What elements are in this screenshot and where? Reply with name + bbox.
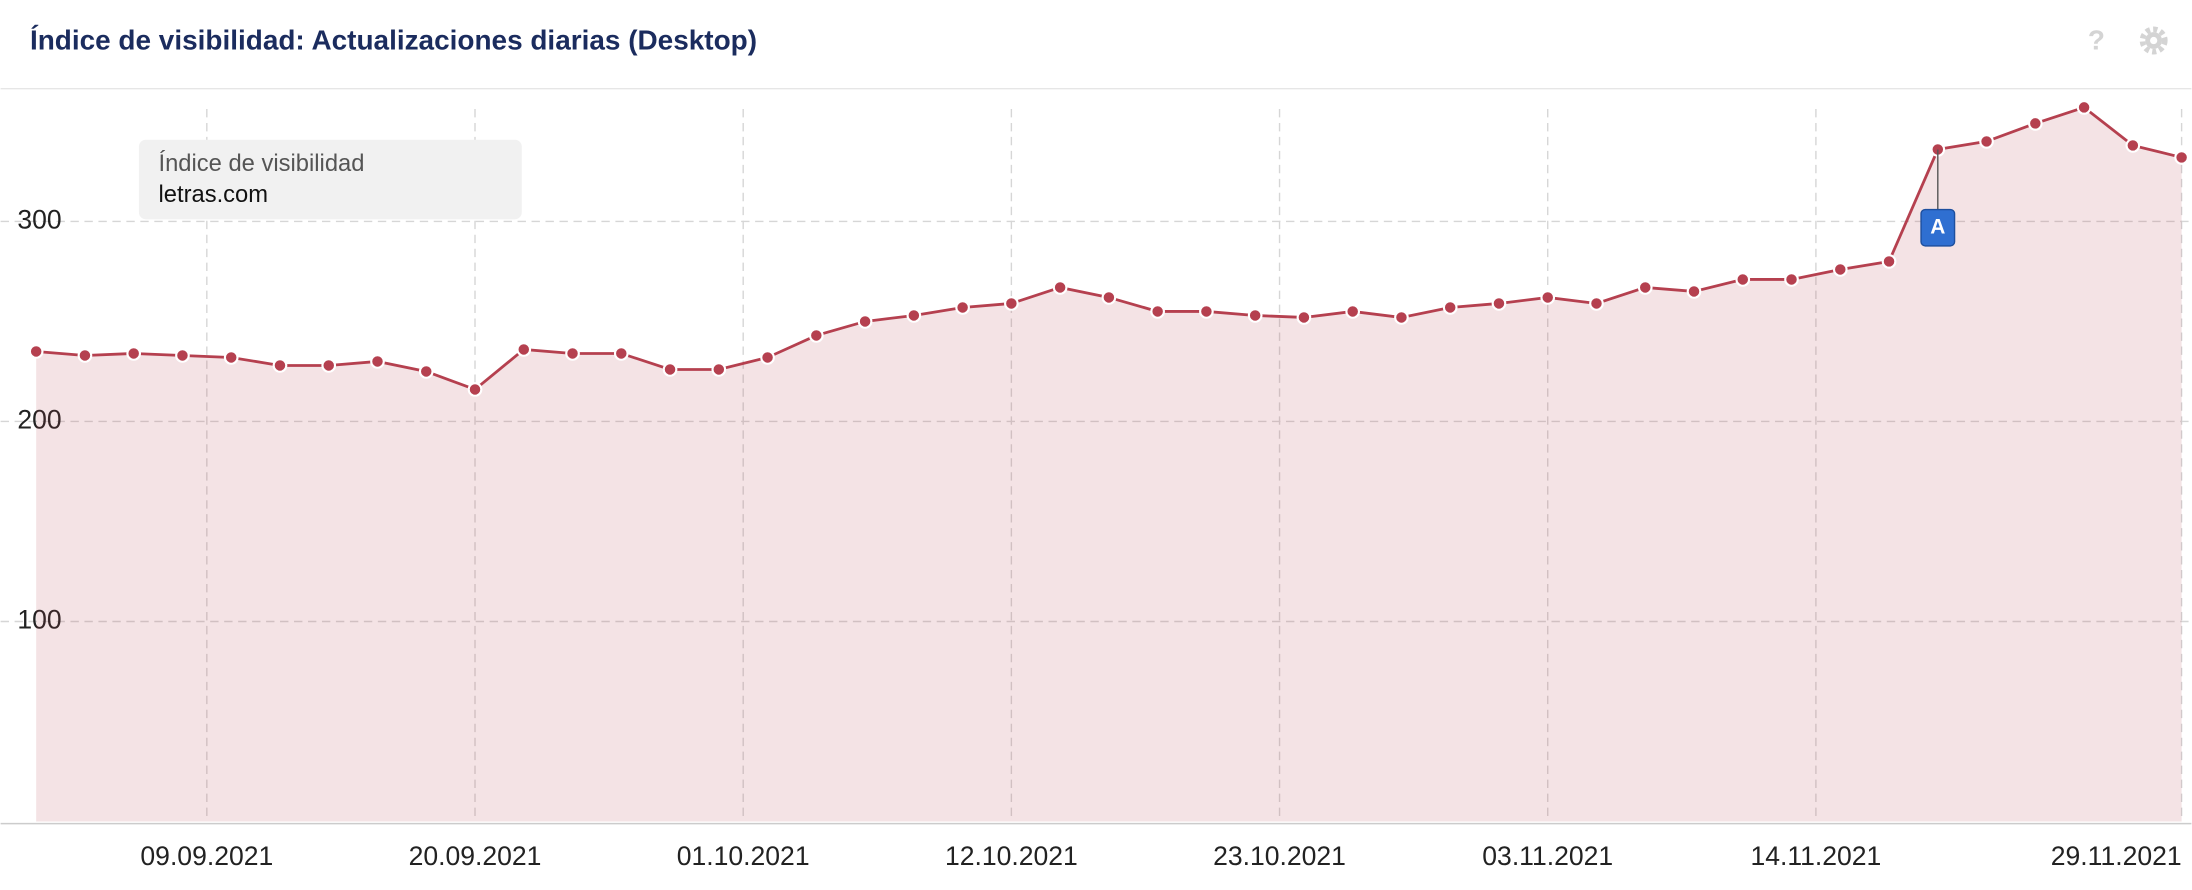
x-tick-label: 29.11.2021 bbox=[2051, 841, 2182, 871]
point bbox=[1296, 310, 1312, 325]
point bbox=[711, 362, 727, 377]
point bbox=[662, 362, 678, 377]
point bbox=[1784, 272, 1799, 287]
point bbox=[2076, 100, 2092, 115]
x-tick-label: 01.10.2021 bbox=[677, 841, 810, 871]
point bbox=[1150, 304, 1165, 319]
point bbox=[808, 328, 824, 343]
legend-box bbox=[138, 139, 522, 220]
legend-entry: letras.com bbox=[158, 181, 268, 208]
point bbox=[223, 350, 239, 365]
point bbox=[955, 300, 970, 315]
point bbox=[1394, 310, 1409, 325]
point bbox=[1199, 304, 1214, 319]
point bbox=[1345, 304, 1361, 319]
x-tick-label: 23.10.2021 bbox=[1213, 841, 1346, 871]
point bbox=[418, 364, 434, 379]
point bbox=[1004, 296, 1019, 311]
legend-title: Índice de visibilidad bbox=[158, 150, 364, 177]
x-tick-label: 20.09.2021 bbox=[409, 841, 542, 871]
point bbox=[321, 358, 337, 373]
y-tick-label: 200 bbox=[17, 404, 61, 434]
point bbox=[760, 350, 775, 365]
point bbox=[1540, 290, 1556, 305]
point bbox=[1735, 272, 1751, 287]
point bbox=[857, 314, 873, 329]
annotation-label: A bbox=[1930, 215, 1945, 238]
y-tick-label: 300 bbox=[17, 204, 61, 234]
point bbox=[370, 354, 385, 369]
point bbox=[2027, 116, 2043, 131]
point bbox=[1052, 280, 1068, 295]
point bbox=[272, 358, 288, 373]
point bbox=[1686, 284, 1702, 299]
point bbox=[1637, 280, 1653, 295]
point bbox=[1247, 308, 1263, 323]
x-tick-label: 14.11.2021 bbox=[1750, 841, 1881, 871]
point bbox=[1589, 296, 1604, 311]
point bbox=[2174, 150, 2189, 165]
chart-title: Índice de visibilidad: Actualizaciones d… bbox=[30, 24, 757, 55]
point bbox=[1881, 254, 1897, 269]
point bbox=[1832, 262, 1848, 277]
point bbox=[565, 346, 580, 361]
point bbox=[2125, 138, 2141, 153]
point bbox=[28, 344, 44, 359]
x-tick-label: 12.10.2021 bbox=[945, 841, 1078, 871]
help-icon[interactable]: ? bbox=[2088, 24, 2105, 55]
point bbox=[467, 382, 483, 397]
point bbox=[906, 308, 922, 323]
point bbox=[1101, 290, 1117, 305]
point bbox=[1491, 296, 1507, 311]
point bbox=[1979, 134, 1994, 149]
x-tick-label: 03.11.2021 bbox=[1482, 841, 1613, 871]
point bbox=[77, 348, 93, 363]
point bbox=[516, 342, 532, 357]
point bbox=[613, 346, 629, 361]
point bbox=[126, 346, 142, 361]
point bbox=[1442, 300, 1458, 315]
settings-icon[interactable] bbox=[2139, 26, 2168, 55]
area bbox=[36, 107, 2182, 822]
x-tick-label: 09.09.2021 bbox=[140, 841, 273, 871]
y-tick-label: 100 bbox=[17, 605, 61, 635]
point bbox=[175, 348, 190, 363]
annotation-flag bbox=[1920, 208, 1956, 247]
